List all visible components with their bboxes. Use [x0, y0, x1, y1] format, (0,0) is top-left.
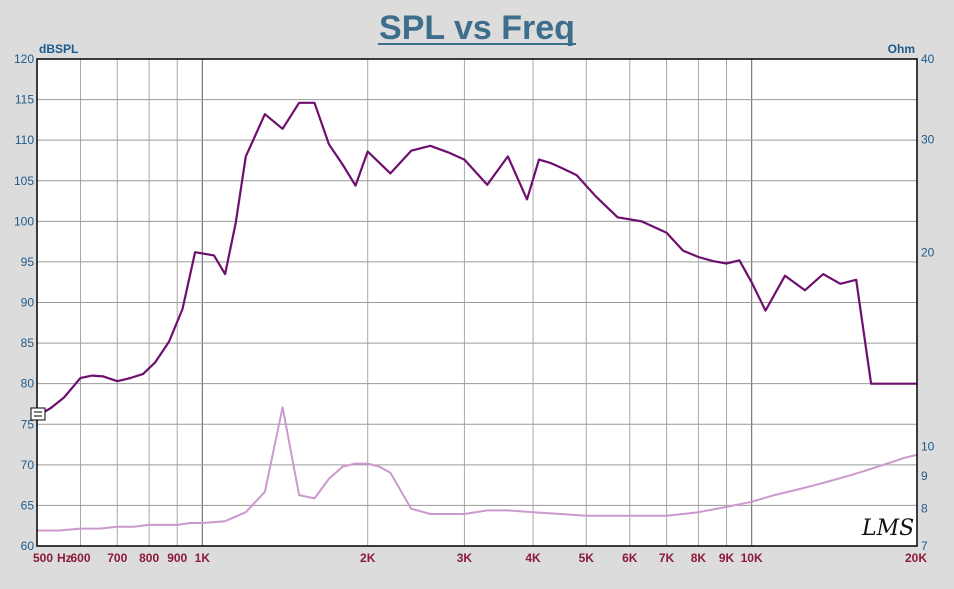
- left-tick-label: 80: [21, 377, 35, 391]
- spl-series-line: [36, 101, 917, 418]
- right-tick-label: 7: [921, 539, 928, 553]
- impedance-series-line: [37, 406, 918, 532]
- series-layer: [36, 101, 918, 532]
- x-tick-label: 8K: [691, 551, 707, 565]
- left-tick-label: 115: [15, 93, 34, 107]
- x-tick-label: 2K: [360, 551, 376, 565]
- right-axis-ticks: 7 8 9 10 20 30 40: [921, 52, 935, 553]
- right-tick-label: 40: [921, 52, 935, 66]
- right-tick-label: 9: [921, 469, 928, 483]
- x-tick-label: 5K: [579, 551, 595, 565]
- left-tick-label: 95: [21, 255, 35, 269]
- x-tick-label: 9K: [719, 551, 735, 565]
- x-unit-label: Hz: [57, 551, 72, 565]
- lms-logo: LMS: [861, 516, 914, 541]
- chart-title: SPL vs Freq: [379, 9, 575, 47]
- left-axis-ticks: 60 65 70 75 80 85 90 95 100 105 110 115 120: [14, 52, 34, 553]
- left-tick-label: 60: [21, 539, 35, 553]
- right-tick-label: 10: [921, 439, 935, 453]
- x-tick-label: 20K: [905, 551, 927, 565]
- cursor-marker-icon[interactable]: [30, 407, 46, 421]
- right-tick-label: 20: [921, 246, 935, 260]
- x-tick-label: 6K: [622, 551, 638, 565]
- x-axis-ticks: 500 600 700 800 900 1K 2K 3K 4K 5K 6K 7K 8K 9K 10K 20K H…: [33, 551, 927, 565]
- x-tick-label: 700: [107, 551, 127, 565]
- x-tick-label: 800: [139, 551, 159, 565]
- left-axis-unit-label: dBSPL: [39, 42, 78, 56]
- x-tick-label: 4K: [525, 551, 541, 565]
- x-tick-label: 10K: [741, 551, 763, 565]
- left-tick-label: 85: [21, 336, 35, 350]
- left-tick-label: 90: [21, 296, 35, 310]
- left-tick-label: 75: [21, 417, 35, 431]
- x-tick-label: 7K: [659, 551, 675, 565]
- x-tick-label: 1K: [195, 551, 211, 565]
- right-axis-unit-label: Ohm: [888, 42, 915, 56]
- x-tick-label: 900: [167, 551, 187, 565]
- left-tick-label: 100: [14, 214, 34, 228]
- right-tick-label: 8: [921, 502, 928, 516]
- left-tick-label: 70: [21, 458, 35, 472]
- left-tick-label: 65: [21, 498, 35, 512]
- left-tick-label: 120: [14, 52, 34, 66]
- right-tick-label: 30: [921, 132, 935, 146]
- x-tick-label: 600: [70, 551, 90, 565]
- plot-border: [36, 58, 918, 547]
- x-tick-label: 3K: [457, 551, 473, 565]
- left-tick-label: 110: [15, 133, 34, 147]
- x-tick-label: 500: [33, 551, 53, 565]
- left-tick-label: 105: [14, 174, 34, 188]
- grid-lines: [37, 59, 917, 546]
